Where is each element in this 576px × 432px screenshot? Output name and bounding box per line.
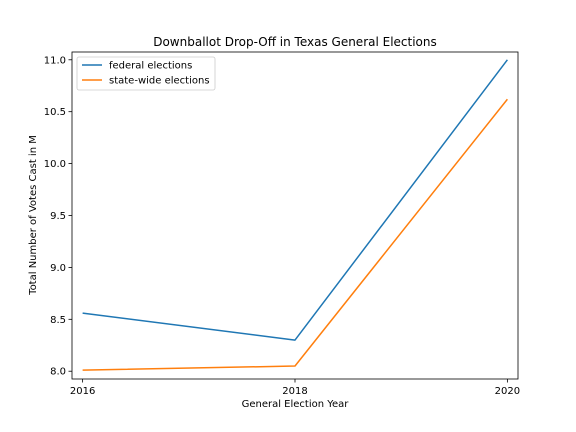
series-lines	[82, 59, 508, 371]
y-axis: 8.0 8.5 9.0 9.5 10.0 10.5 11.0	[44, 55, 72, 378]
y-axis-label: Total Number of Votes Cast in M	[28, 135, 39, 296]
legend-label: state-wide elections	[109, 76, 210, 87]
y-tick-label: 9.0	[50, 263, 66, 274]
x-tick-label: 2020	[495, 386, 520, 397]
x-axis-label: General Election Year	[242, 399, 350, 410]
series-line-federal-elections	[82, 59, 508, 341]
legend-label: federal elections	[109, 61, 192, 72]
y-tick-label: 11.0	[44, 55, 66, 66]
chart-title: Downballot Drop-Off in Texas General Ele…	[153, 35, 437, 49]
y-tick-label: 10.0	[44, 159, 66, 170]
x-tick-label: 2016	[70, 386, 95, 397]
y-tick-label: 10.5	[44, 107, 66, 118]
y-tick-label: 9.5	[50, 211, 66, 222]
x-tick-label: 2018	[282, 386, 307, 397]
y-tick-label: 8.0	[50, 367, 66, 378]
x-axis: 2016 2018 2020	[70, 379, 520, 397]
series-line-state-wide-elections	[82, 98, 508, 371]
legend-box	[76, 56, 216, 91]
y-tick-label: 8.5	[50, 315, 66, 326]
legend: federal elections state-wide elections	[76, 56, 216, 91]
plot-area	[71, 51, 519, 380]
